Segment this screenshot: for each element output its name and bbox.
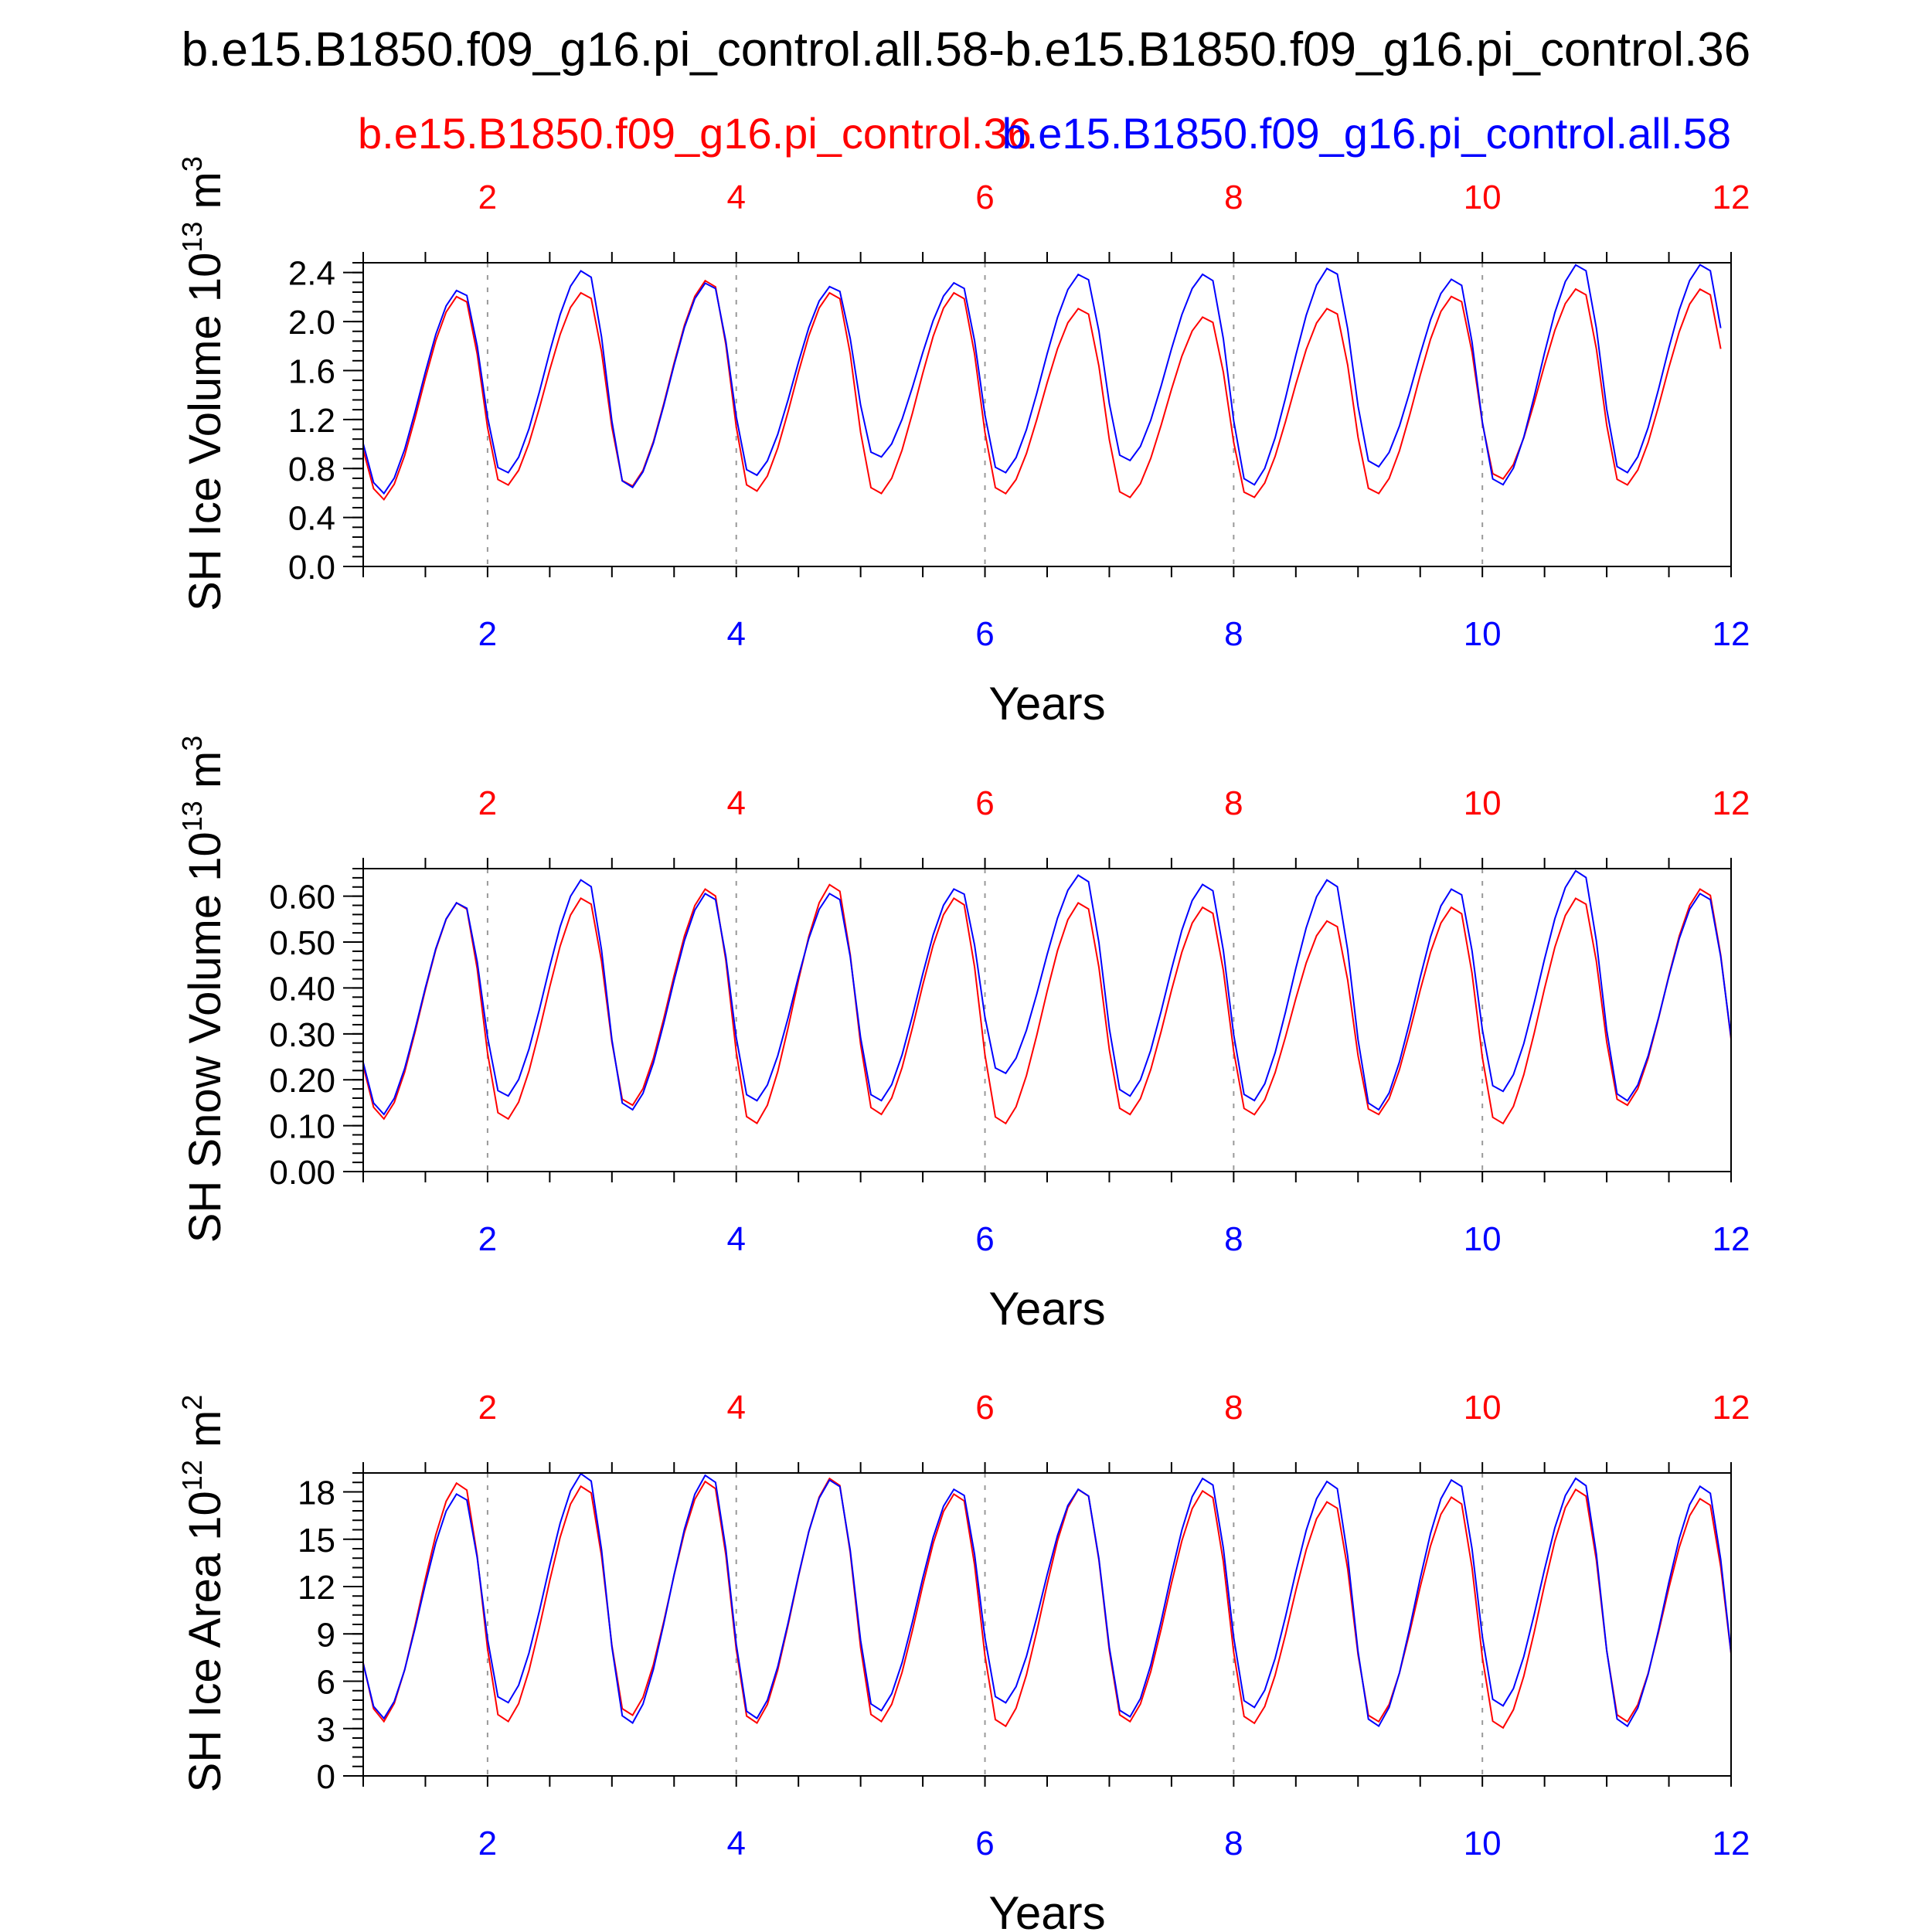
x-tick-label-top: 8 (1224, 784, 1243, 822)
x-tick-label-top: 4 (726, 179, 745, 216)
x-tick-label-bottom: 4 (726, 1220, 745, 1258)
x-tick-label-top: 4 (726, 1389, 745, 1427)
x-tick-label-top: 10 (1464, 1389, 1502, 1427)
y-tick-label: 0.20 (269, 1062, 335, 1100)
y-tick-label: 0.50 (269, 924, 335, 962)
x-tick-label-bottom: 10 (1464, 1825, 1502, 1862)
red-series-line (362, 883, 1732, 1125)
y-tick-label: 6 (317, 1664, 335, 1702)
plot-frame (362, 1472, 1732, 1777)
x-tick-label-top: 2 (478, 1389, 497, 1427)
x-tick-label-bottom: 8 (1224, 1825, 1243, 1862)
x-tick-label-top: 8 (1224, 179, 1243, 216)
blue-series-line (362, 1472, 1732, 1728)
y-tick-label: 0 (317, 1758, 335, 1796)
x-tick-label-top: 2 (478, 784, 497, 822)
blue-series-line (362, 264, 1722, 495)
x-tick-label-top: 6 (975, 179, 994, 216)
x-tick-label-bottom: 6 (975, 1220, 994, 1258)
x-tick-label-bottom: 12 (1713, 1220, 1750, 1258)
plot-frame (362, 868, 1732, 1172)
x-tick-label-bottom: 2 (478, 615, 497, 653)
y-tick-label: 1.2 (288, 402, 335, 440)
y-tick-label: 0.00 (269, 1154, 335, 1192)
y-tick-label: 2.0 (288, 304, 335, 342)
chart-panels: 0.0 0.4 0.8 1.2 1.6 2.0 2.4 2 2 4 4 6 6 8 8 10 10 12 12 Yea… (176, 156, 1750, 1932)
blue-series-line (362, 869, 1732, 1116)
red-series-line (362, 279, 1722, 501)
x-axis-label: Years (988, 678, 1105, 730)
legend: b.e15.B1850.f09_g16.pi_control.36 b.e15.… (358, 109, 1731, 158)
x-tick-label-bottom: 12 (1713, 615, 1750, 653)
y-tick-label: 0.4 (288, 500, 335, 538)
y-tick-label: 0.40 (269, 970, 335, 1008)
y-axis-label: SH Snow Volume 1013 m3 (176, 736, 230, 1243)
panel-2: 0.00 0.10 0.20 0.30 0.40 0.50 0.60 2 2 4 4 6 6 8 8 10 10… (176, 736, 1750, 1335)
x-tick-label-bottom: 8 (1224, 615, 1243, 653)
x-tick-label-bottom: 10 (1464, 615, 1502, 653)
y-tick-label: 0.10 (269, 1108, 335, 1146)
x-tick-label-bottom: 6 (975, 615, 994, 653)
x-tick-label-bottom: 2 (478, 1825, 497, 1862)
x-axis-label: Years (988, 1283, 1105, 1335)
x-axis-label: Years (988, 1887, 1105, 1932)
x-tick-label-top: 6 (975, 784, 994, 822)
x-tick-label-top: 2 (478, 179, 497, 216)
x-tick-label-bottom: 10 (1464, 1220, 1502, 1258)
chart-title: b.e15.B1850.f09_g16.pi_control.all.58-b.… (182, 23, 1750, 77)
y-tick-label: 3 (317, 1711, 335, 1749)
x-tick-label-top: 4 (726, 784, 745, 822)
legend-red-case: b.e15.B1850.f09_g16.pi_control.36 (358, 109, 1032, 158)
y-tick-label: 18 (298, 1475, 335, 1512)
x-tick-label-bottom: 4 (726, 1825, 745, 1862)
x-tick-label-top: 10 (1464, 179, 1502, 216)
x-tick-label-bottom: 12 (1713, 1825, 1750, 1862)
red-series-line (362, 1477, 1732, 1730)
y-axis-label: SH Ice Area 1012 m2 (176, 1395, 230, 1793)
x-tick-label-top: 10 (1464, 784, 1502, 822)
x-tick-label-bottom: 2 (478, 1220, 497, 1258)
x-tick-label-top: 8 (1224, 1389, 1243, 1427)
x-tick-label-top: 6 (975, 1389, 994, 1427)
x-tick-label-bottom: 6 (975, 1825, 994, 1862)
y-tick-label: 2.4 (288, 255, 335, 293)
y-tick-label: 1.6 (288, 352, 335, 390)
y-tick-label: 0.0 (288, 549, 335, 587)
x-tick-label-top: 12 (1713, 179, 1750, 216)
x-tick-label-top: 12 (1713, 784, 1750, 822)
plot-frame (362, 262, 1732, 567)
y-tick-label: 15 (298, 1522, 335, 1560)
y-axis-label: SH Ice Volume 1013 m3 (176, 156, 230, 611)
panel-1: 0.0 0.4 0.8 1.2 1.6 2.0 2.4 2 2 4 4 6 6 8 8 10 10 12 12 Yea… (176, 156, 1750, 730)
legend-blue-case: b.e15.B1850.f09_g16.pi_control.all.58 (1002, 109, 1731, 158)
y-tick-label: 12 (298, 1569, 335, 1607)
x-tick-label-bottom: 8 (1224, 1220, 1243, 1258)
panel-3: 0 3 6 9 12 15 18 2 2 4 4 6 6 8 8 10 10 12 12 Years SH Ice Ar… (176, 1389, 1750, 1932)
y-tick-label: 0.60 (269, 879, 335, 917)
y-tick-label: 0.8 (288, 451, 335, 488)
y-tick-label: 9 (317, 1616, 335, 1654)
x-tick-label-bottom: 4 (726, 615, 745, 653)
y-tick-label: 0.30 (269, 1016, 335, 1054)
x-tick-label-top: 12 (1713, 1389, 1750, 1427)
